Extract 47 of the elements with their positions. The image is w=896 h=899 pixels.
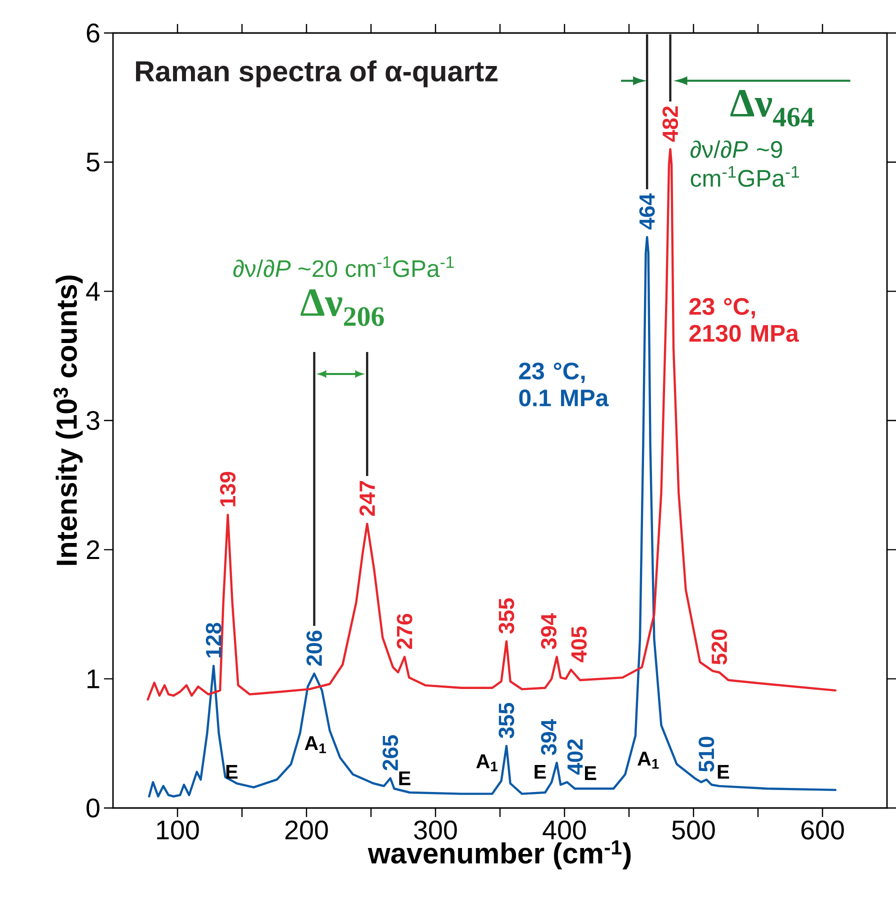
annotation: E — [399, 771, 410, 786]
x-tick-label: 300 — [414, 820, 457, 840]
annotation: A$_{1}$ — [476, 754, 498, 772]
y-tick-label: 0 — [86, 798, 100, 818]
annotation: E — [226, 764, 238, 779]
annotation: 402 — [567, 739, 583, 775]
annotation: A$_{1}$ — [304, 736, 326, 754]
x-tick-label: 600 — [801, 820, 844, 840]
annotation: 482 — [662, 106, 678, 142]
annotation: E — [534, 764, 546, 779]
text: Raman spectra of α-quartz — [136, 60, 498, 88]
annotation: 265 — [382, 735, 398, 770]
annotation: 247 — [359, 481, 375, 516]
annotation: 276 — [396, 614, 412, 649]
x-tick-label: 500 — [672, 820, 715, 840]
x-tick-label: 400 — [542, 820, 586, 840]
annotation: E — [584, 766, 596, 780]
annotation: E — [718, 764, 730, 779]
annotation: 139 — [220, 472, 236, 506]
x-tick-label: 200 — [285, 820, 328, 840]
annotation: 355 — [498, 702, 514, 738]
annotation: 520 — [712, 630, 728, 665]
line-series — [148, 236, 837, 798]
y-tick-label: 1 — [88, 670, 100, 688]
y-axis-title: Intensity (10$^{3}$ counts) — [54, 276, 83, 565]
annotation: A$_{1}$ — [638, 752, 659, 769]
x-tick-label: 100 — [157, 820, 199, 840]
y-tick-label: 2 — [86, 540, 100, 560]
annotation: 394 — [540, 613, 557, 650]
y-tick-label: 6 — [86, 23, 100, 43]
series-label: 23 °C, 0.1 MPa — [519, 362, 609, 406]
annotation: 510 — [698, 736, 714, 772]
annotation: 206 — [306, 630, 322, 666]
annotation: Δν$_{206}$ — [300, 289, 384, 326]
annotation: 464 — [639, 193, 655, 230]
annotation: Δν$_{464}$ — [730, 90, 814, 127]
series-label: 23 °C, 2130 MPa — [689, 298, 799, 342]
y-tick-label: 3 — [86, 410, 100, 430]
annotation: 355 — [498, 598, 514, 634]
annotation: 128 — [206, 622, 222, 658]
text: ∂ν/∂P ~9 cm$^{-1}$GPa$^{-1}$ — [690, 140, 799, 187]
y-tick-label: 4 — [86, 282, 100, 301]
annotation: 405 — [571, 626, 587, 662]
y-tick-label: 5 — [86, 152, 100, 172]
annotation: ∂ν/∂P ~20 cm$^{-1}$GPa$^{-1}$ — [233, 256, 454, 278]
x-axis-title: wavenumber (cm$^{-1}$) — [368, 840, 631, 870]
annotation: 394 — [540, 719, 557, 756]
